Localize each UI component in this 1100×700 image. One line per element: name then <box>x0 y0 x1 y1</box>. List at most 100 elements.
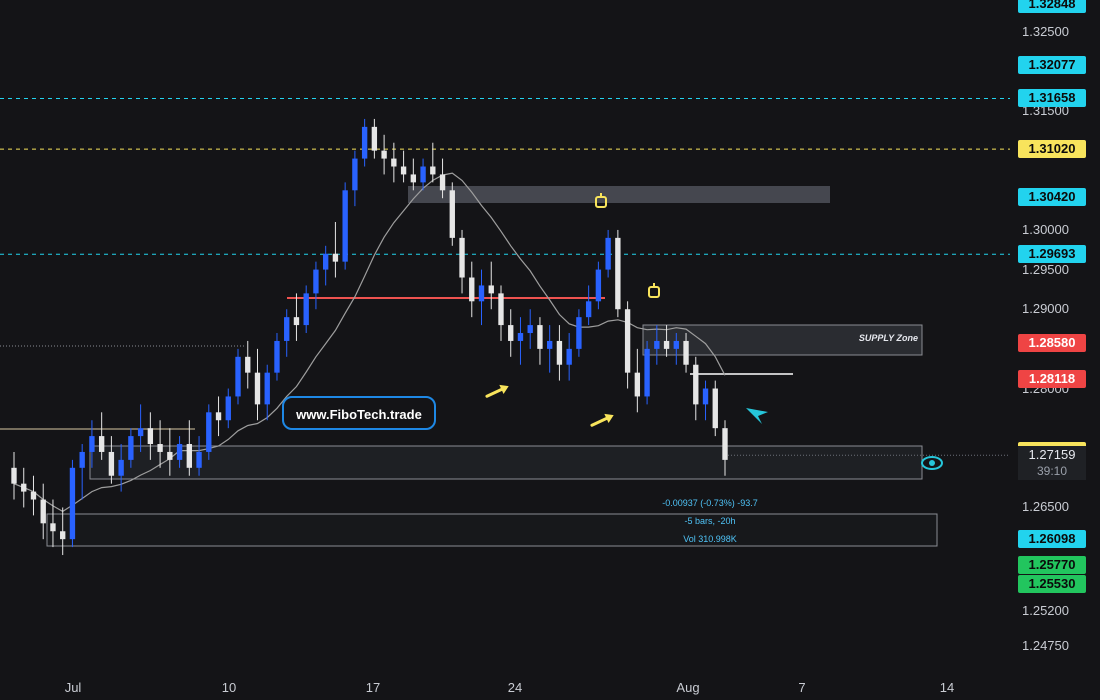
candle-body <box>566 348 572 365</box>
candle-body <box>615 237 621 310</box>
eye-outline <box>921 456 943 470</box>
date-label: Jul <box>64 680 82 695</box>
date-label: 17 <box>365 680 381 695</box>
price-badge: 1.28118 <box>1018 370 1086 389</box>
price-badge: 1.32848 <box>1018 0 1086 14</box>
candle-body <box>537 325 543 349</box>
candles-layer <box>11 118 728 556</box>
candle-body <box>371 126 378 151</box>
candle-body <box>508 325 514 341</box>
candle-body <box>430 166 436 175</box>
candle-body <box>79 451 85 468</box>
candle-body <box>60 531 66 540</box>
candle-body <box>186 444 192 468</box>
candle-body <box>478 285 485 302</box>
arrow-head <box>499 384 509 394</box>
candle-body <box>245 356 251 373</box>
candle-body <box>147 428 154 445</box>
measure-bars: -5 bars, -20h <box>684 516 736 526</box>
candle-body <box>381 150 387 159</box>
candle-body <box>50 523 56 532</box>
hand-pointer-icon <box>595 193 607 208</box>
candle-body <box>322 253 329 270</box>
candle-body <box>585 301 592 318</box>
price-badge: 1.31020 <box>1018 140 1086 159</box>
candle-body <box>527 325 533 334</box>
candle-body <box>264 372 270 405</box>
candle-body <box>712 388 718 429</box>
up-arrow-icon <box>590 413 614 427</box>
annotation-layer <box>485 193 943 470</box>
candle-body <box>293 317 300 326</box>
date-label: 24 <box>507 680 523 695</box>
candle-body <box>98 436 105 452</box>
candle-body <box>215 412 222 421</box>
resistance-zone <box>408 186 830 203</box>
watermark-label: www.FiboTech.trade <box>282 396 436 430</box>
last-price-value: 1.27159 <box>1028 447 1076 462</box>
level-lines-layer <box>0 97 1010 456</box>
candle-body <box>449 190 455 238</box>
candle-body <box>391 158 397 167</box>
candle-body <box>576 317 582 349</box>
candle-body <box>400 166 407 175</box>
price-tick-label: 1.26500 <box>1022 499 1069 515</box>
candle-body <box>722 428 728 460</box>
supply-zone <box>642 324 923 356</box>
hand-body <box>648 286 660 298</box>
price-badge: 1.26098 <box>1018 530 1086 549</box>
candle-body <box>128 436 134 460</box>
candle-body <box>206 412 212 452</box>
moving-average-layer <box>13 172 726 513</box>
time-axis[interactable] <box>0 672 1010 700</box>
candle-body <box>118 459 124 476</box>
up-arrow-icon <box>485 384 509 398</box>
price-tick-label: 1.30000 <box>1022 221 1069 237</box>
candle-body <box>303 293 309 326</box>
candle-body <box>634 372 641 397</box>
date-label: 14 <box>939 680 955 695</box>
candle-body <box>459 237 465 278</box>
countdown-timer: 39:10 <box>1036 464 1068 478</box>
candle-body <box>644 348 650 397</box>
price-badge: 1.32077 <box>1018 56 1086 75</box>
candle-body <box>654 340 660 349</box>
date-label: 10 <box>221 680 237 695</box>
candle-body <box>274 340 280 373</box>
candle-body <box>469 277 475 302</box>
price-tick-label: 1.24750 <box>1022 638 1069 654</box>
candle-body <box>332 253 339 262</box>
candle-body <box>683 340 689 365</box>
measure-volume: Vol 310.998K <box>683 534 737 544</box>
candle-body <box>605 237 611 270</box>
candle-body <box>673 340 679 349</box>
candle-body <box>410 174 417 183</box>
candle-body <box>702 388 709 405</box>
zone-layer <box>46 186 938 547</box>
hand-pointer-icon <box>648 283 660 298</box>
candle-body <box>176 444 183 460</box>
candle-body <box>157 444 163 452</box>
candle-body <box>663 340 670 349</box>
eye-icon[interactable] <box>921 456 943 470</box>
candle-body <box>352 158 358 191</box>
moving-average-line <box>13 172 726 513</box>
date-label: Aug <box>676 680 700 695</box>
price-badge: 1.25530 <box>1018 575 1086 594</box>
candle-body <box>254 372 261 405</box>
candle-body <box>624 309 631 373</box>
candle-body <box>313 269 319 294</box>
candle-body <box>693 364 699 405</box>
candle-body <box>69 467 76 540</box>
candle-body <box>284 317 290 341</box>
price-badge: 1.28580 <box>1018 333 1086 352</box>
arrow-shaft <box>590 416 610 427</box>
candle-body <box>420 166 426 183</box>
price-tick-label: 1.29000 <box>1022 301 1069 317</box>
price-badge: 1.29693 <box>1018 245 1086 264</box>
candle-body <box>517 333 524 341</box>
price-badge: 1.31658 <box>1018 89 1086 108</box>
arrow-shaft <box>485 387 505 398</box>
